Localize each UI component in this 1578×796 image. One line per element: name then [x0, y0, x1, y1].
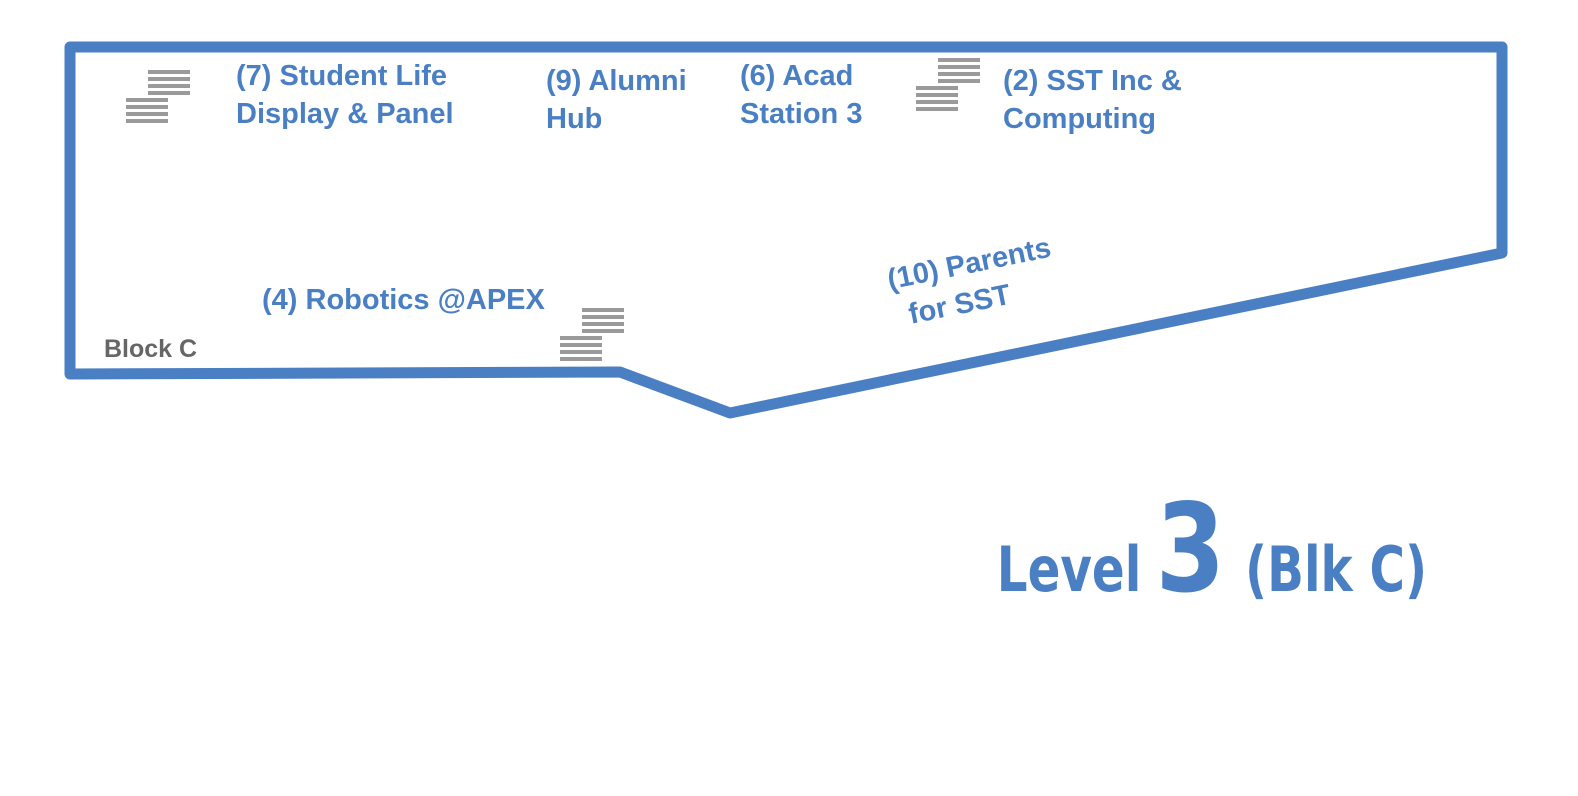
location-label-line: (2) SST Inc & [1003, 65, 1182, 97]
staircase-icon [914, 56, 980, 114]
location-label-line: (6) Acad [740, 60, 854, 92]
location-label-line: Station 3 [740, 98, 863, 130]
location-label-line: (9) Alumni [546, 65, 687, 97]
level-number: 3 [1155, 478, 1225, 620]
block-outline [64, 41, 1508, 419]
level-word: Level [997, 533, 1142, 606]
location-label-line: (7) Student Life [236, 60, 448, 92]
location-label-line: (4) Robotics @APEX [262, 284, 545, 316]
location-label-7: (7) Student Life Display & Panel [236, 57, 454, 133]
staircase-icon [558, 306, 624, 364]
staircase-icon [124, 68, 190, 126]
location-label-line: Hub [546, 103, 603, 135]
location-label-4: (4) Robotics @APEX [262, 281, 545, 319]
location-label-line: Computing [1003, 103, 1157, 135]
location-label-9: (9) Alumni Hub [546, 62, 687, 138]
block-label: Block C [104, 335, 198, 363]
level-block: (Blk C) [1244, 533, 1427, 606]
location-label-6: (6) Acad Station 3 [740, 57, 862, 133]
location-label-2: (2) SST Inc & Computing [1003, 62, 1182, 138]
level-title: Level 3 (Blk C) [956, 488, 1478, 610]
location-label-line: Display & Panel [236, 98, 454, 130]
